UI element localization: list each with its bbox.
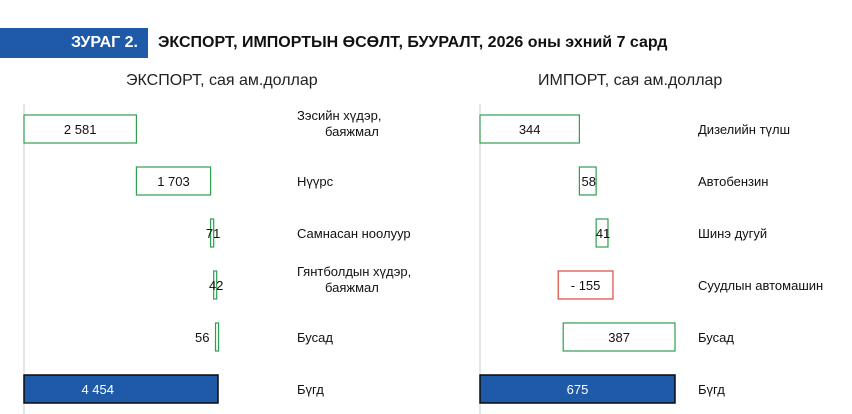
- import-value-label-1: 58: [582, 174, 596, 189]
- export-category-label-1: Нүүрс: [297, 174, 334, 189]
- import-bar-4: [562, 322, 676, 352]
- export-value-label-4: 56: [195, 330, 209, 345]
- import-value-label-3: - 155: [571, 278, 601, 293]
- export-bar-1: [135, 166, 212, 196]
- export-category-label-3: Гянтболдын хүдэр, баяжмал: [297, 264, 411, 295]
- export-panel-title: ЭКСПОРТ, сая ам.доллар: [126, 72, 318, 89]
- import-category-label-2: Шинэ дугуй: [698, 226, 767, 241]
- export-category-line-0-0: Зэсийн хүдэр,: [297, 108, 382, 123]
- import-panel-title: ИМПОРТ, сая ам.доллар: [538, 72, 723, 89]
- export-value-label-1: 1 703: [157, 174, 190, 189]
- export-category-label-0: Зэсийн хүдэр, баяжмал: [297, 108, 382, 139]
- export-value-label-3: 42: [209, 278, 223, 293]
- export-bar-2: [209, 218, 215, 248]
- export-category-line-3-1: баяжмал: [325, 280, 379, 295]
- export-value-label-2: 71: [206, 226, 220, 241]
- figure-header: ЗУРАГ 2. ЭКСПОРТ, ИМПОРТЫН ӨСӨЛТ, БУУРАЛ…: [0, 28, 852, 58]
- import-value-label-2: 41: [596, 226, 610, 241]
- import-bar-2: [595, 218, 609, 248]
- figure-badge: ЗУРАГ 2.: [0, 28, 148, 58]
- figure-title: ЭКСПОРТ, ИМПОРТЫН ӨСӨЛТ, БУУРАЛТ, 2026 о…: [158, 34, 668, 51]
- import-bar-0: [479, 114, 580, 144]
- export-bar-5: [23, 374, 219, 404]
- export-category-line-0-1: баяжмал: [325, 124, 379, 139]
- import-category-label-5: Бүгд: [698, 382, 725, 397]
- export-category-label-5: Бүгд: [297, 382, 324, 397]
- export-bar-4: [214, 322, 220, 352]
- import-bar-5: [479, 374, 676, 404]
- import-bar-1: [578, 166, 597, 196]
- import-value-label-5: 675: [567, 382, 589, 397]
- export-category-label-4: Бусад: [297, 330, 333, 345]
- export-value-label-0: 2 581: [64, 122, 97, 137]
- export-category-line-3-0: Гянтболдын хүдэр,: [297, 264, 411, 279]
- export-category-label-2: Самнасан ноолуур: [297, 226, 411, 241]
- export-value-label-5: 4 454: [81, 382, 114, 397]
- import-category-label-4: Бусад: [698, 330, 734, 345]
- import-category-label-0: Дизелийн түлш: [698, 122, 790, 137]
- export-bar-3: [213, 270, 218, 300]
- import-category-label-3: Суудлын автомашин: [698, 278, 823, 293]
- import-value-label-0: 344: [519, 122, 541, 137]
- export-bar-0: [23, 114, 138, 144]
- import-value-label-4: 387: [608, 330, 630, 345]
- import-bar-3: [557, 270, 614, 300]
- import-category-label-1: Автобензин: [698, 174, 768, 189]
